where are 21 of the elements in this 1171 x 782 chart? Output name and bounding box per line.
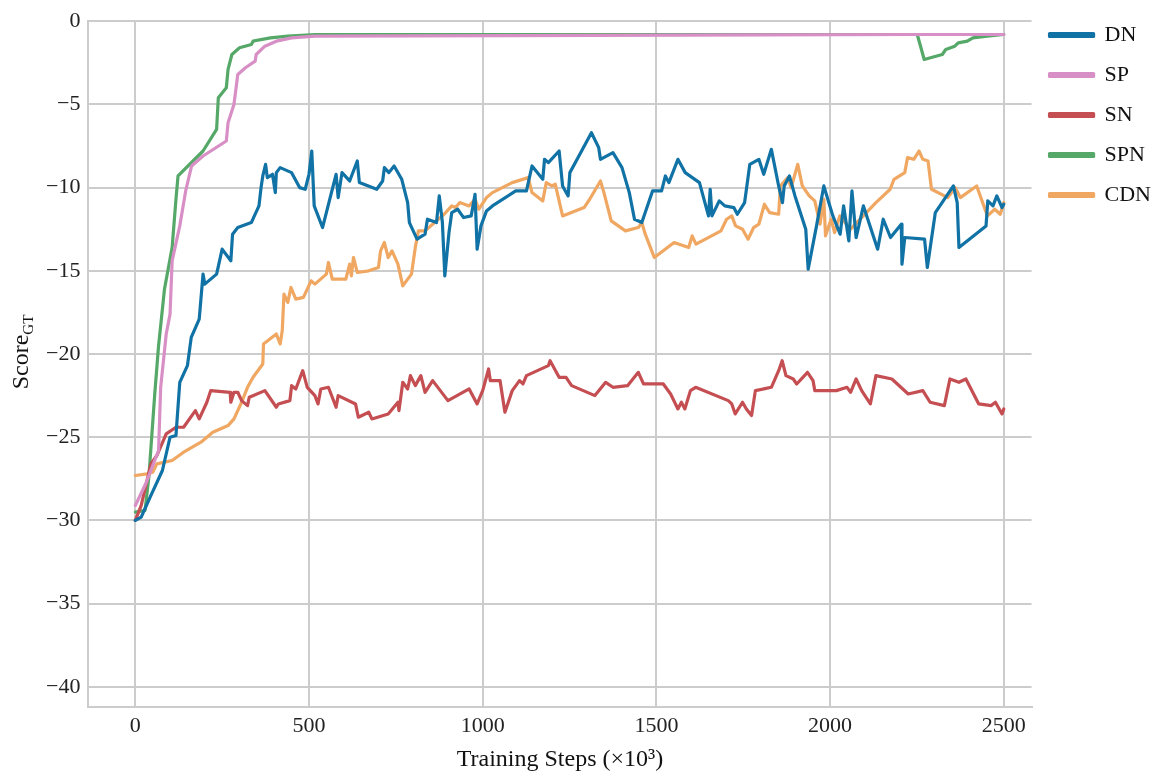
y-tick-label: −40: [45, 672, 81, 698]
legend-label: SP: [1104, 60, 1130, 86]
y-tick-label: −25: [45, 423, 81, 448]
y-tick-label: −5: [56, 90, 81, 116]
y-tick-label: −20: [45, 339, 81, 365]
y-tick-label: −35: [45, 589, 81, 615]
x-tick-label: 500: [292, 711, 326, 737]
x-tick-label: 1000: [460, 711, 505, 737]
x-tick-label: 1500: [634, 711, 679, 737]
y-tick-label: 0: [69, 6, 81, 32]
x-axis-title: Training Steps (×10³): [456, 744, 664, 771]
x-tick-label: 0: [129, 711, 141, 737]
x-tick-label: 2000: [808, 711, 853, 737]
legend-label: CDN: [1104, 180, 1152, 206]
y-tick-label: −30: [45, 506, 81, 532]
y-tick-label: −15: [45, 256, 81, 282]
y-tick-label: −10: [45, 173, 81, 199]
legend-label: SPN: [1104, 140, 1146, 166]
x-tick-label: 2500: [981, 711, 1026, 737]
legend-label: DN: [1104, 20, 1137, 46]
legend-label: SN: [1104, 100, 1133, 126]
